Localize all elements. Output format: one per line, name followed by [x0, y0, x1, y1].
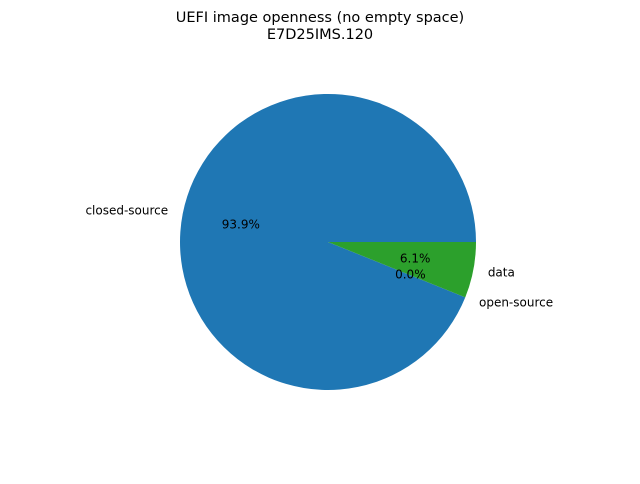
- slice-label-closed-source: closed-source: [85, 203, 168, 217]
- pie-slices: [180, 93, 476, 390]
- pie-labels: closed-source 93.9% open-source 0.0% data 6.1…: [85, 203, 553, 309]
- slice-pct-closed-source: 93.9%: [222, 218, 260, 232]
- pie-slice-closed-source: [180, 93, 476, 390]
- chart-title: UEFI image openness (no empty space): [176, 10, 464, 26]
- slice-label-open-source: open-source: [479, 295, 553, 309]
- slice-pct-open-source: 0.0%: [395, 268, 426, 282]
- chart-subtitle: E7D25IMS.120: [267, 27, 373, 43]
- slice-label-data: data: [488, 266, 515, 280]
- pie-slice-data: [328, 242, 476, 298]
- slice-pct-data: 6.1%: [400, 251, 431, 265]
